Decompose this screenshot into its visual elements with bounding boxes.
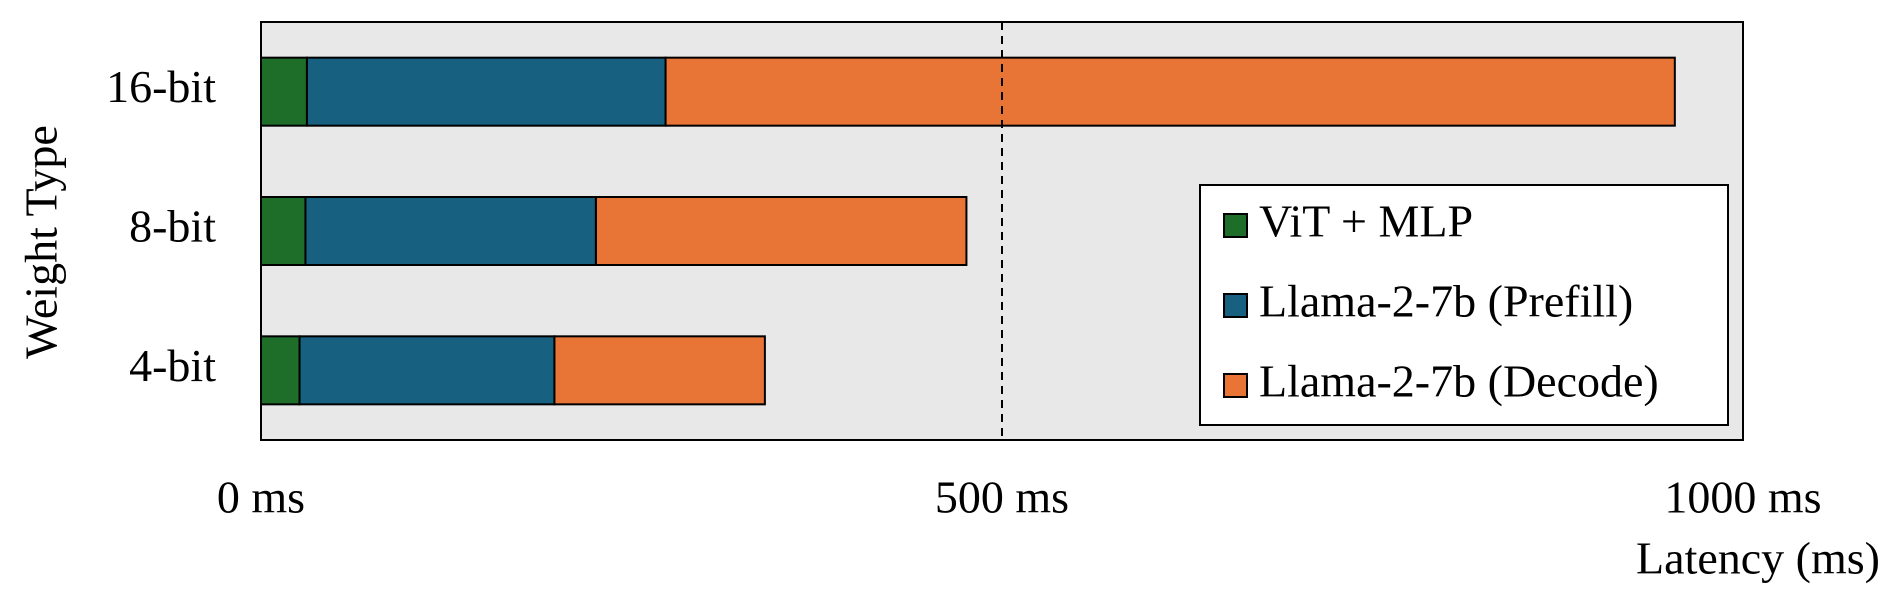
y-tick-label: 16-bit <box>106 61 216 112</box>
bar-segment <box>260 196 307 266</box>
bar-segment <box>304 196 597 266</box>
legend-swatch <box>1223 293 1248 318</box>
legend-swatch <box>1223 373 1248 398</box>
bar-segment <box>594 196 968 266</box>
y-axis-label: Weight Type <box>16 125 67 359</box>
legend-box <box>1199 184 1729 426</box>
bar-segment <box>305 56 667 127</box>
y-tick-label: 4-bit <box>129 340 216 391</box>
bar-segment <box>298 335 556 406</box>
bar-segment <box>664 56 1676 127</box>
y-tick-label: 8-bit <box>129 201 216 252</box>
x-axis-label: Latency (ms) <box>1636 533 1880 584</box>
bar-segment <box>260 56 308 127</box>
bar-segment <box>553 335 766 406</box>
x-tick-label: 0 ms <box>217 472 305 523</box>
x-tick-label: 1000 ms <box>1664 472 1821 523</box>
x-tick-label: 500 ms <box>935 472 1069 523</box>
legend-label: ViT + MLP <box>1259 196 1473 247</box>
legend-label: Llama-2-7b (Prefill) <box>1259 276 1633 327</box>
bar-segment <box>260 335 301 406</box>
legend-swatch <box>1223 213 1248 238</box>
legend-label: Llama-2-7b (Decode) <box>1259 356 1659 407</box>
